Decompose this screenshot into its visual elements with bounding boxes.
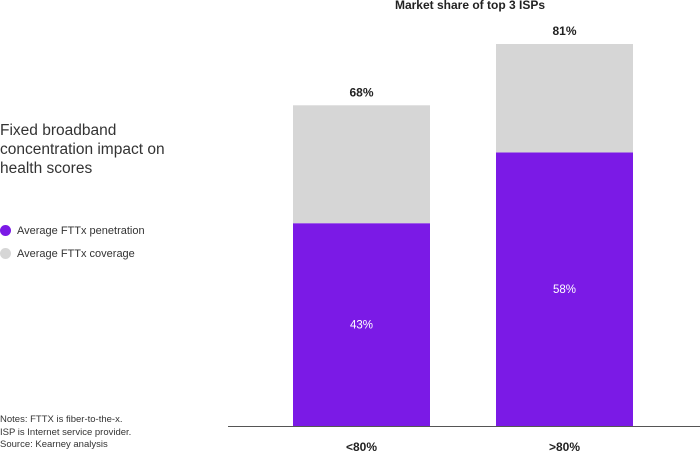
notes-line-2: ISP is Internet service provider.	[0, 426, 132, 438]
data-label-1: 43%	[350, 320, 373, 332]
x-tick-label-2: >80%	[549, 440, 580, 452]
data-label-2: 58%	[553, 284, 576, 296]
bar-coverage-2	[496, 44, 633, 153]
bar-coverage-1	[293, 105, 430, 224]
legend-swatch-coverage	[0, 248, 11, 259]
x-tick-label-1: <80%	[346, 440, 377, 452]
legend-label-penetration: Average FTTx penetration	[17, 224, 145, 237]
legend-label-coverage: Average FTTx coverage	[17, 247, 135, 260]
bar-penetration-2	[496, 152, 633, 427]
total-label-2: 81%	[552, 24, 576, 38]
source-line: Source: Kearney analysis	[0, 439, 108, 450]
legend-item-penetration: Average FTTx penetration	[0, 222, 145, 239]
legend: Average FTTx penetration Average FTTx co…	[0, 222, 145, 268]
notes: Notes: FTTX is fiber-to-the-x. ISP is In…	[0, 414, 131, 452]
page-title: Fixed broadband concentration impact on …	[0, 122, 165, 177]
legend-item-coverage: Average FTTx coverage	[0, 245, 145, 262]
legend-swatch-penetration	[0, 225, 11, 236]
notes-line-1: Notes: FTTX is fiber-to-the-x.	[0, 414, 123, 425]
chart-title: Market share of top 3 ISPs	[394, 0, 546, 12]
total-label-1: 68%	[349, 85, 373, 99]
bar-penetration-1	[293, 223, 430, 426]
